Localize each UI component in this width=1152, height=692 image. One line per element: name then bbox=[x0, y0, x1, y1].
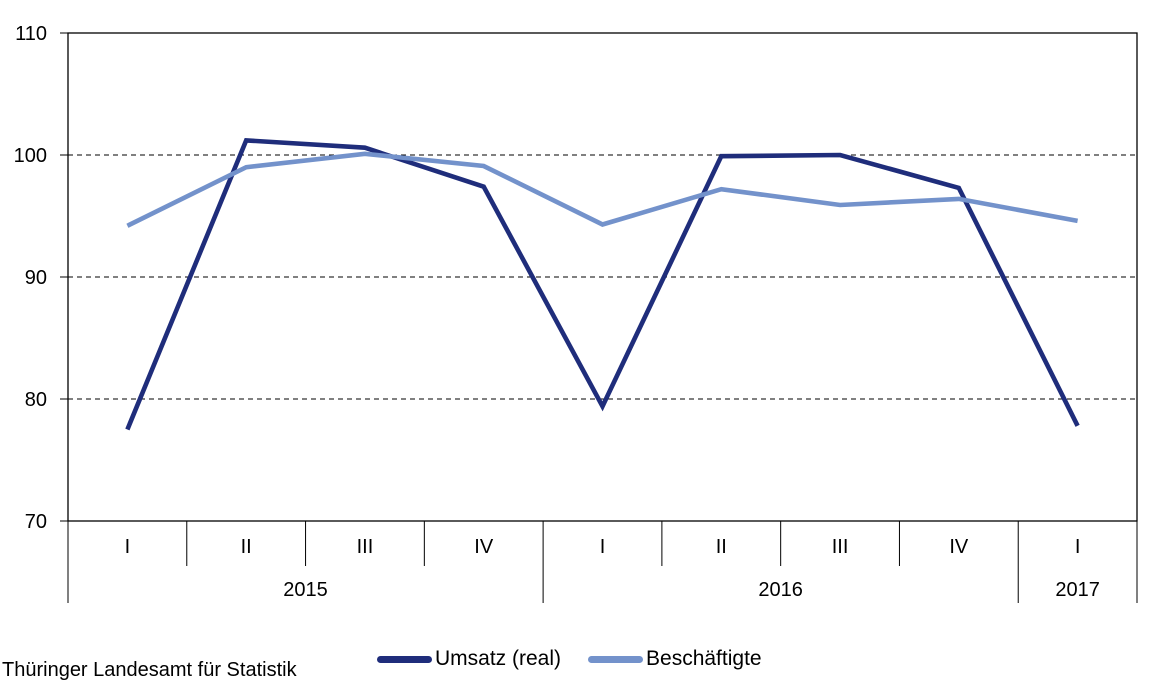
x-quarter-label: IV bbox=[474, 536, 494, 558]
series-line-umsatz-real bbox=[125, 138, 1080, 431]
legend-label-beschaeftigte: Beschäftigte bbox=[646, 647, 762, 670]
umsatz-line-swatch-icon bbox=[377, 655, 432, 663]
x-year-label-2016: 2016 bbox=[758, 579, 803, 601]
x-quarter-label: III bbox=[832, 536, 849, 558]
x-quarter-label: II bbox=[241, 536, 252, 558]
y-axis-label-100: 100 bbox=[14, 145, 47, 167]
source-text: Thüringer Landesamt für Statistik bbox=[2, 659, 297, 681]
x-quarter-label: II bbox=[716, 536, 727, 558]
legend-item-umsatz: Umsatz (real) bbox=[377, 647, 561, 671]
y-axis-label-90: 90 bbox=[25, 267, 47, 289]
x-quarter-label: III bbox=[357, 536, 374, 558]
plot-frame bbox=[67, 32, 1138, 522]
y-axis-label-110: 110 bbox=[15, 23, 47, 45]
legend-label-umsatz: Umsatz (real) bbox=[435, 647, 562, 670]
chart-legend: Umsatz (real) Beschäftigte bbox=[377, 645, 762, 673]
x-quarter-label: I bbox=[1075, 536, 1081, 558]
x-quarter-label: I bbox=[125, 536, 131, 558]
x-year-label-2017: 2017 bbox=[1055, 579, 1100, 601]
legend-item-beschaeftigte: Beschäftigte bbox=[588, 647, 762, 671]
x-year-label-2015: 2015 bbox=[283, 579, 328, 601]
beschaeftigte-line-swatch-icon bbox=[588, 655, 644, 663]
x-quarter-label: I bbox=[600, 536, 606, 558]
x-quarter-label: IV bbox=[949, 536, 969, 558]
y-axis-label-70: 70 bbox=[25, 511, 47, 533]
y-axis-label-80: 80 bbox=[25, 389, 47, 411]
series-line-besch-ftigte bbox=[126, 151, 1079, 228]
